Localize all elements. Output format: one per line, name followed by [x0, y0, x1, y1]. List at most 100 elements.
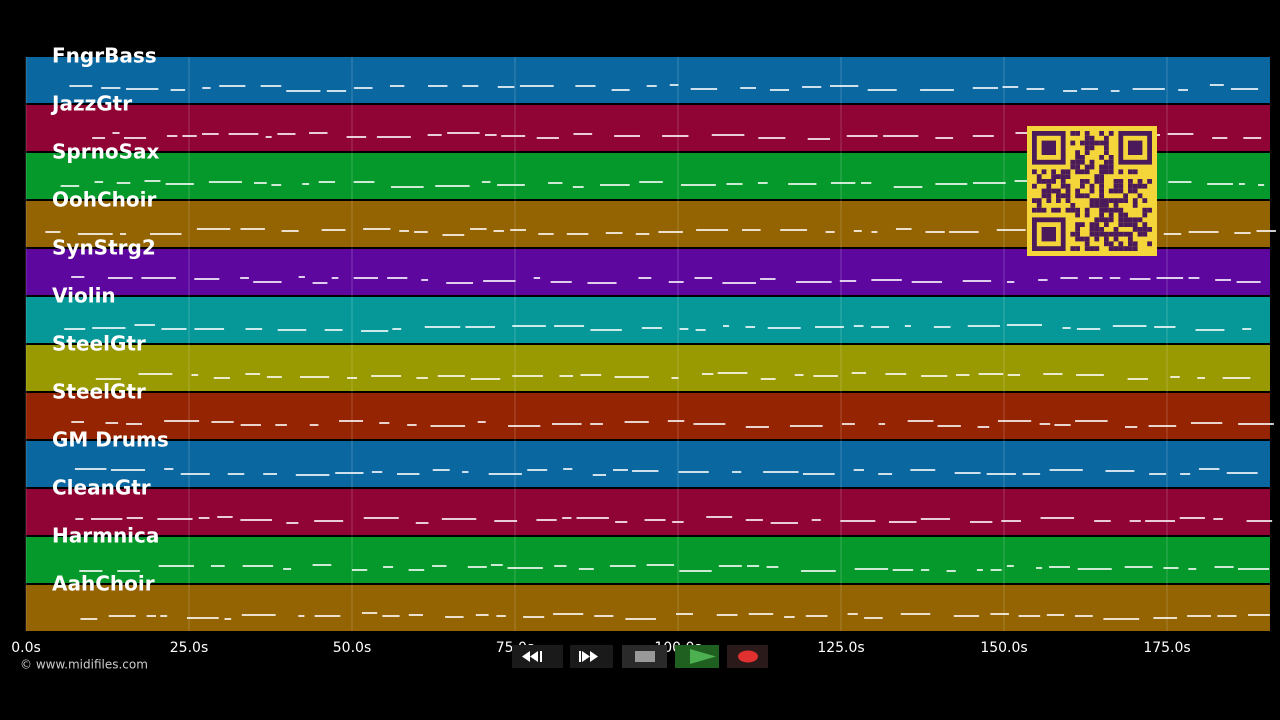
note — [679, 570, 712, 572]
note — [379, 422, 390, 424]
note — [580, 374, 602, 376]
qr-module — [1113, 207, 1119, 213]
note — [1103, 618, 1140, 620]
note — [245, 373, 261, 375]
note — [841, 423, 855, 425]
note — [921, 375, 948, 377]
note — [245, 328, 263, 330]
track-label: SteelGtr — [52, 380, 146, 404]
note — [242, 565, 274, 567]
note — [265, 136, 272, 138]
note — [745, 519, 763, 521]
note — [202, 133, 219, 135]
note — [1195, 329, 1225, 331]
qr-module — [1084, 150, 1090, 155]
note — [407, 424, 417, 426]
note — [592, 474, 607, 476]
note — [740, 87, 756, 89]
time-tick-label: 0.0s — [11, 640, 41, 656]
note — [590, 423, 603, 425]
note — [1006, 324, 1043, 326]
note — [646, 85, 657, 87]
note — [213, 377, 230, 379]
qr-module — [1075, 193, 1080, 199]
note — [490, 564, 503, 566]
note — [312, 564, 332, 566]
qr-module — [1137, 231, 1143, 237]
note — [240, 424, 261, 426]
note — [286, 90, 321, 92]
qr-module — [1060, 179, 1066, 184]
qr-module — [1075, 222, 1080, 227]
note — [575, 85, 596, 87]
qr-module — [1142, 183, 1148, 189]
qr-module — [1094, 203, 1100, 208]
qr-module — [1056, 174, 1061, 179]
note — [695, 329, 706, 331]
note — [432, 469, 450, 471]
qr-module — [1080, 159, 1085, 165]
note — [1014, 180, 1028, 182]
note — [937, 425, 961, 427]
note — [462, 85, 479, 87]
note — [428, 85, 448, 87]
stop-button[interactable] — [622, 645, 667, 668]
qr-module — [1104, 198, 1109, 203]
note — [208, 181, 242, 183]
note — [671, 377, 679, 379]
grid — [25, 57, 1168, 631]
qr-module — [1137, 183, 1143, 189]
note — [933, 326, 951, 328]
note — [871, 231, 878, 233]
qr-module — [1046, 198, 1052, 203]
note — [254, 182, 267, 184]
note — [186, 617, 219, 619]
note — [353, 181, 375, 183]
qr-module — [1118, 222, 1124, 227]
record-button[interactable] — [727, 645, 768, 668]
qr-module — [1089, 198, 1095, 203]
play-button[interactable] — [675, 645, 719, 668]
note — [1190, 422, 1223, 424]
qr-module — [1132, 217, 1138, 223]
track-label: FngrBass — [52, 44, 157, 68]
note — [1110, 90, 1120, 92]
note — [1234, 232, 1251, 234]
note — [351, 569, 368, 571]
qr-module — [1032, 169, 1037, 175]
forward-button[interactable] — [570, 645, 613, 668]
note — [493, 230, 504, 232]
note — [1179, 517, 1205, 519]
note — [1217, 615, 1237, 617]
note — [277, 133, 296, 135]
qr-module — [1084, 140, 1090, 146]
note — [263, 473, 278, 475]
note — [632, 470, 659, 472]
note — [363, 228, 391, 230]
note — [424, 326, 461, 328]
note — [563, 468, 573, 470]
track-label: SynStrg2 — [52, 236, 156, 260]
qr-module — [1132, 198, 1138, 203]
qr-module — [1065, 207, 1071, 213]
note — [635, 233, 650, 235]
note — [71, 276, 85, 278]
qr-module — [1036, 198, 1042, 203]
qr-module — [1089, 135, 1095, 141]
qr-module — [1089, 164, 1095, 170]
note — [745, 326, 756, 328]
note — [892, 569, 914, 571]
note — [361, 330, 389, 332]
rewind-button[interactable] — [512, 645, 563, 668]
note — [1105, 470, 1135, 472]
note — [1238, 183, 1245, 185]
note — [1214, 566, 1234, 568]
note — [160, 615, 168, 617]
lane-separator — [26, 391, 1270, 393]
qr-module — [1056, 198, 1061, 203]
qr-module — [1075, 246, 1080, 251]
note — [864, 617, 883, 619]
note — [77, 233, 113, 235]
qr-module — [1099, 227, 1104, 232]
note — [533, 277, 541, 279]
